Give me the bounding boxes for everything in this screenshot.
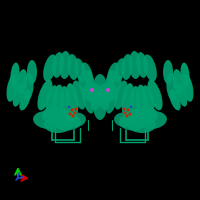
Ellipse shape (7, 74, 17, 102)
Ellipse shape (46, 85, 58, 115)
Ellipse shape (106, 86, 118, 114)
Ellipse shape (132, 106, 158, 124)
Circle shape (124, 112, 127, 114)
Ellipse shape (136, 85, 148, 119)
Ellipse shape (72, 80, 86, 110)
Ellipse shape (137, 111, 167, 129)
Ellipse shape (10, 63, 20, 87)
Circle shape (74, 108, 78, 110)
Circle shape (130, 106, 132, 108)
Ellipse shape (114, 80, 128, 110)
Ellipse shape (90, 84, 102, 110)
Ellipse shape (64, 112, 86, 128)
Ellipse shape (163, 60, 173, 84)
Circle shape (68, 112, 72, 116)
Ellipse shape (55, 115, 81, 131)
Ellipse shape (177, 83, 187, 107)
Ellipse shape (169, 90, 181, 110)
Ellipse shape (27, 60, 37, 84)
Ellipse shape (102, 80, 114, 104)
Ellipse shape (19, 90, 31, 110)
Ellipse shape (173, 69, 183, 95)
Ellipse shape (129, 86, 141, 118)
Ellipse shape (183, 74, 193, 102)
Circle shape (106, 88, 110, 92)
Ellipse shape (52, 85, 64, 119)
Circle shape (70, 108, 74, 112)
Ellipse shape (108, 75, 122, 101)
Ellipse shape (59, 51, 71, 79)
Ellipse shape (114, 112, 136, 128)
Ellipse shape (123, 110, 147, 126)
Circle shape (72, 114, 74, 117)
Ellipse shape (93, 90, 107, 120)
Ellipse shape (86, 80, 98, 104)
Ellipse shape (128, 117, 156, 133)
Ellipse shape (121, 54, 133, 80)
Ellipse shape (42, 106, 68, 124)
Ellipse shape (37, 80, 53, 110)
Ellipse shape (180, 63, 190, 87)
Ellipse shape (52, 52, 64, 78)
Ellipse shape (44, 117, 72, 133)
Ellipse shape (93, 74, 107, 102)
Ellipse shape (59, 86, 71, 118)
Ellipse shape (115, 58, 125, 82)
Ellipse shape (82, 86, 94, 114)
Circle shape (74, 112, 76, 114)
Ellipse shape (33, 111, 63, 129)
Ellipse shape (13, 83, 23, 107)
Ellipse shape (53, 110, 77, 126)
Ellipse shape (143, 54, 157, 82)
Ellipse shape (17, 69, 27, 95)
Ellipse shape (98, 84, 110, 110)
Ellipse shape (75, 58, 85, 82)
Ellipse shape (129, 51, 141, 79)
Ellipse shape (66, 83, 78, 117)
Ellipse shape (166, 73, 178, 101)
Ellipse shape (119, 115, 145, 131)
Circle shape (126, 114, 128, 117)
Circle shape (122, 108, 126, 110)
Ellipse shape (107, 62, 119, 84)
Circle shape (90, 88, 94, 92)
Ellipse shape (78, 75, 92, 101)
Circle shape (68, 106, 70, 108)
Ellipse shape (136, 52, 148, 78)
Ellipse shape (142, 85, 154, 115)
Ellipse shape (67, 54, 79, 80)
Circle shape (128, 112, 132, 116)
Ellipse shape (85, 70, 95, 94)
Ellipse shape (43, 54, 57, 82)
Circle shape (127, 108, 130, 112)
Ellipse shape (122, 83, 134, 117)
Ellipse shape (147, 80, 163, 110)
Ellipse shape (105, 70, 115, 94)
Ellipse shape (22, 73, 34, 101)
Ellipse shape (81, 62, 93, 84)
